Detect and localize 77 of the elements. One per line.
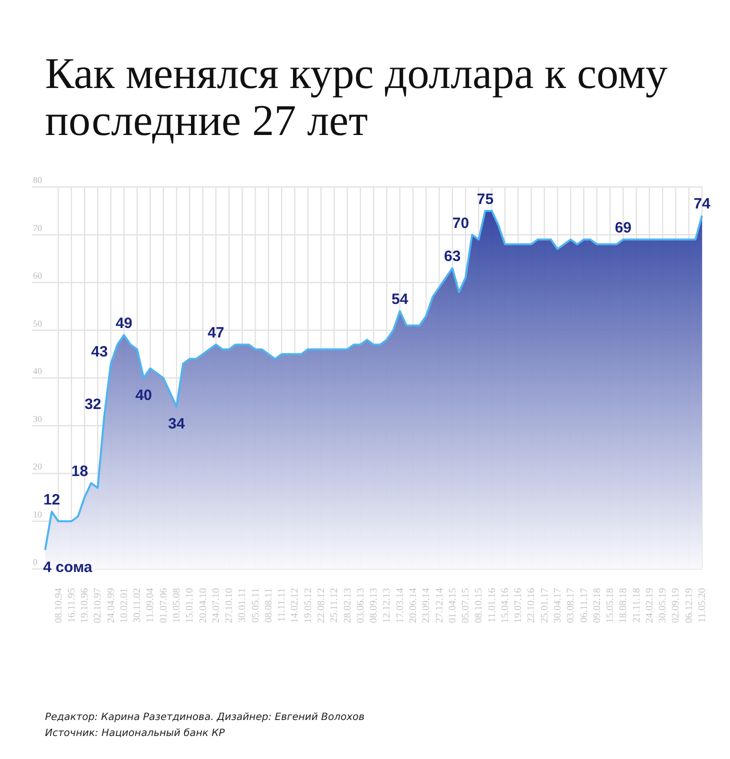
x-tick-label: 20.06.14 [408, 588, 419, 623]
y-tick-label: 10 [33, 509, 42, 520]
x-tick-label: 27.12.14 [434, 588, 446, 623]
x-tick-label: 12.12.13 [382, 588, 393, 623]
x-tick-label: 30.05.19 [658, 588, 669, 623]
y-tick-label: 30 [33, 414, 42, 424]
chart-title: Как менялся курс доллара к сому последние 27 лет [45, 49, 668, 145]
x-tick-label: 21.11.18 [631, 588, 642, 623]
x-tick-label: 25.01.17 [539, 588, 550, 623]
x-tick-label: 24.07.10 [210, 588, 222, 623]
x-tick-label: 14.02.12 [290, 588, 301, 623]
x-tick-label: 25.11.12 [329, 588, 340, 623]
x-tick-label: 10.02.01 [118, 588, 130, 623]
data-label: 69 [614, 220, 632, 237]
text: Источник: Национальный банк КР [45, 728, 226, 739]
data-label: 63 [444, 248, 461, 266]
x-tick-label: 10.05.08 [172, 588, 183, 623]
x-tick-label: 06.11.17 [578, 588, 590, 623]
x-tick-label: 18.08.18 [618, 588, 630, 623]
x-tick-label: 16.11.95 [66, 588, 78, 623]
y-tick-label: 50 [33, 318, 42, 328]
x-tick-label: 22.10.16 [526, 588, 538, 623]
x-tick-label: 15.05.18 [605, 588, 616, 623]
data-label: 70 [452, 214, 470, 232]
data-label: 34 [168, 416, 186, 433]
x-tick-label: 03.06.13 [355, 588, 366, 623]
x-tick-label: 23.09.14 [421, 588, 432, 623]
x-tick-label: 08.10.94 [53, 588, 64, 623]
x-tick-label: 19.07.16 [513, 588, 524, 623]
x-tick-label: 08.09.13 [368, 588, 380, 623]
x-tick-label: 11.09.04 [145, 588, 156, 623]
x-tick-label: 02.09.19 [670, 588, 682, 623]
x-tick-label: 20.04.10 [198, 588, 209, 623]
x-tick-label: 17.03.14 [394, 588, 406, 623]
x-tick-label: 06.12.19 [684, 588, 695, 623]
x-tick-label: 11.05.20 [697, 588, 708, 623]
x-tick-label: 22.08.12 [316, 588, 328, 623]
x-tick-label: 11.01.16 [486, 588, 498, 623]
data-label: 4 сома [43, 558, 93, 576]
x-tick-label: 09.02.18 [592, 588, 603, 623]
x-tick-label: 24.04.99 [106, 588, 117, 623]
data-label: 47 [208, 324, 224, 342]
x-tick-label: 08.10.15 [474, 588, 485, 623]
y-tick-label: 80 [33, 175, 42, 185]
x-tick-label: 01.07.06 [158, 588, 170, 623]
x-tick-label: 02.10.97 [92, 588, 104, 623]
data-label: 75 [476, 190, 494, 208]
data-label: 40 [135, 387, 152, 404]
y-tick-label: 20 [33, 462, 42, 472]
x-tick-label: 19.10.96 [80, 588, 91, 623]
x-tick-label: 30.04.17 [552, 588, 564, 623]
data-label: 43 [91, 344, 108, 361]
y-tick-label: 0 [33, 557, 38, 567]
y-tick-label: 40 [33, 366, 42, 376]
text: Редактор: Карина Разетдинова. Дизайнер: Евгений Волохов [45, 712, 365, 723]
x-tick-label: 05.05.11 [250, 588, 262, 623]
x-tick-label: 05.07.15 [460, 588, 472, 623]
x-tick-label: 28.02.13 [342, 588, 354, 623]
x-tick-label: 03.08.17 [566, 588, 577, 623]
data-label: 18 [71, 463, 88, 480]
x-tick-label: 08.08.11 [263, 588, 274, 623]
x-tick-label: 30.01.11 [237, 588, 248, 623]
data-label: 49 [116, 315, 132, 332]
y-tick-label: 70 [33, 222, 42, 233]
data-label: 32 [84, 396, 102, 414]
x-tick-label: 30.11.02 [132, 588, 144, 623]
data-label: 12 [43, 492, 60, 509]
x-tick-label: 24.02.19 [644, 588, 656, 623]
data-label: 54 [392, 291, 409, 308]
data-label: 74 [694, 196, 711, 213]
x-tick-label: 15.01.10 [184, 588, 196, 623]
x-tick-label: 19.05.12 [302, 588, 314, 623]
x-tick-label: 01.04.15 [447, 588, 458, 623]
x-tick-label: 27.10.10 [224, 588, 236, 623]
y-tick-label: 60 [33, 270, 42, 280]
x-tick-label: 11.11.11 [276, 588, 288, 622]
x-tick-label: 15.04.16 [500, 588, 511, 623]
